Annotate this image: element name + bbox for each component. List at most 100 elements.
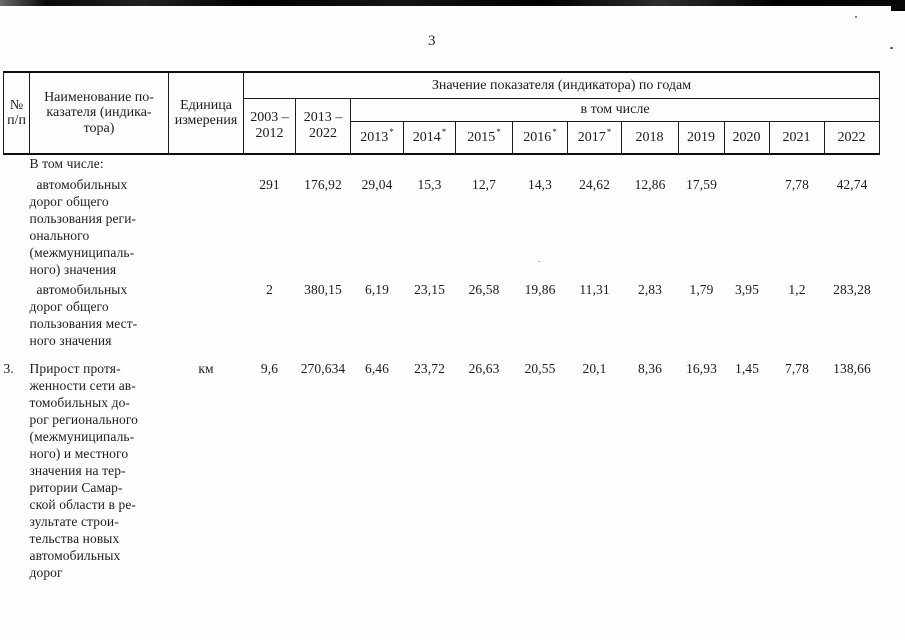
value-cell: 1,2 (788, 282, 806, 297)
scan-artifact-top-bar (0, 0, 905, 6)
unit-cell (169, 176, 244, 281)
year-label: 2017 (577, 129, 606, 145)
value-cell: 270,634 (300, 361, 346, 376)
value-cell (725, 154, 770, 176)
value-cell: 6,19 (364, 282, 390, 297)
value-cell: 1,79 (689, 282, 714, 297)
asterisk-mark: * (441, 126, 447, 137)
value-cell (679, 154, 725, 176)
value-cell (351, 154, 404, 176)
value-cell (513, 154, 568, 176)
value-cell (825, 154, 880, 176)
year-label: 2014 (412, 129, 441, 145)
value-cell: 20,55 (524, 361, 556, 376)
year-label: 2013 (360, 129, 389, 145)
col-header-indicator-name-label: Наименование по- казателя (индика- тора) (44, 89, 154, 136)
col-header-2013-2022: 2013 – 2022 (295, 97, 351, 155)
table-row: автомобильных дорог общего пользования р… (4, 176, 880, 281)
col-header-unit-label: Единица измерения (174, 97, 238, 129)
table-row: В том числе: (4, 154, 880, 176)
row-number-cell (4, 176, 30, 281)
year-header-2019: 2019 (678, 120, 725, 155)
year-label: 2016 (523, 129, 552, 145)
col-header-values-by-year: Значение показателя (индикатора) по года… (243, 71, 880, 99)
value-cell: 380,15 (304, 282, 342, 297)
indicator-name-cell: автомобильных дорог общего пользования м… (29, 282, 138, 348)
value-cell: 24,62 (579, 177, 610, 192)
value-cell: 15,3 (417, 177, 442, 192)
value-cell: 9,6 (260, 361, 279, 376)
value-cell: 2 (266, 282, 273, 297)
value-cell: 11,31 (579, 282, 610, 297)
year-header-2018: 2018 (621, 120, 679, 155)
year-header-2015: 2015* (455, 120, 513, 155)
row-number-cell (4, 154, 30, 176)
unit-cell (169, 154, 244, 176)
value-cell: 283,28 (833, 282, 871, 297)
asterisk-mark: * (389, 126, 394, 137)
value-cell: 2,83 (637, 282, 663, 297)
col-header-2003-2012: 2003 – 2012 (243, 97, 296, 155)
indicator-name-cell: В том числе: (29, 156, 104, 171)
value-cell: 23,72 (414, 361, 445, 376)
year-header-2016: 2016* (512, 120, 568, 155)
value-cell: 17,59 (686, 177, 717, 192)
col-header-num-label: № п/п (7, 97, 26, 129)
value-cell: 42,74 (836, 177, 868, 192)
value-cell (725, 176, 770, 281)
indicator-name-cell: автомобильных дорог общего пользования р… (29, 177, 137, 277)
value-cell (404, 154, 456, 176)
value-cell: 1,45 (734, 361, 760, 376)
value-cell: 26,58 (468, 282, 500, 297)
year-header-2020: 2020 (724, 120, 770, 155)
unit-cell (169, 281, 244, 360)
indicators-table: № п/п Наименование по- казателя (индика-… (3, 71, 880, 588)
year-header-2013: 2013* (350, 120, 404, 155)
row-number-cell: 3. (3, 361, 14, 376)
year-header-2022: 2022 (824, 120, 880, 155)
table-row: 3. Прирост протя- женности сети ав- томоб… (4, 360, 880, 588)
value-cell (568, 154, 622, 176)
col-header-2013-2022-label: 2013 – 2022 (303, 110, 343, 141)
col-header-including: в том числе (350, 97, 880, 122)
value-cell: 26,63 (468, 361, 500, 376)
col-header-num: № п/п (3, 71, 30, 155)
year-header-2021: 2021 (769, 120, 825, 155)
page-number: 3 (428, 33, 436, 49)
value-cell (770, 154, 825, 176)
col-header-unit: Единица измерения (168, 71, 244, 155)
scan-speck (538, 261, 540, 262)
scan-speck (890, 47, 893, 49)
value-cell: 7,78 (784, 361, 810, 376)
value-cell: 176,92 (304, 177, 342, 192)
asterisk-mark: * (606, 126, 612, 137)
table-row: автомобильных дорог общего пользования м… (4, 281, 880, 360)
year-label: 2018 (635, 129, 664, 145)
value-cell: 3,95 (734, 282, 760, 297)
value-cell: 12,86 (634, 177, 666, 192)
value-cell: 6,46 (364, 361, 390, 376)
asterisk-mark: * (552, 126, 557, 137)
value-cell: 138,66 (833, 361, 871, 376)
value-cell: 16,93 (686, 361, 717, 376)
year-label: 2022 (837, 129, 866, 145)
unit-cell: км (198, 361, 214, 376)
indicator-name-cell: Прирост протя- женности сети ав- томобил… (29, 361, 139, 580)
year-label: 2020 (732, 129, 761, 145)
year-label: 2021 (782, 129, 811, 145)
value-cell: 23,15 (414, 282, 445, 297)
value-cell: 7,78 (784, 177, 810, 192)
year-header-2017: 2017* (567, 120, 622, 155)
col-header-2003-2012-label: 2003 – 2012 (250, 110, 289, 141)
value-cell: 8,36 (637, 361, 663, 376)
scan-artifact-corner (891, 0, 905, 11)
value-cell: 20,1 (582, 361, 607, 376)
year-label: 2015 (467, 129, 496, 145)
value-cell: 29,04 (361, 177, 393, 192)
value-cell: 291 (259, 177, 280, 192)
value-cell (622, 154, 679, 176)
col-header-indicator-name: Наименование по- казателя (индика- тора) (29, 71, 169, 155)
asterisk-mark: * (496, 126, 501, 137)
year-label: 2019 (687, 129, 715, 145)
